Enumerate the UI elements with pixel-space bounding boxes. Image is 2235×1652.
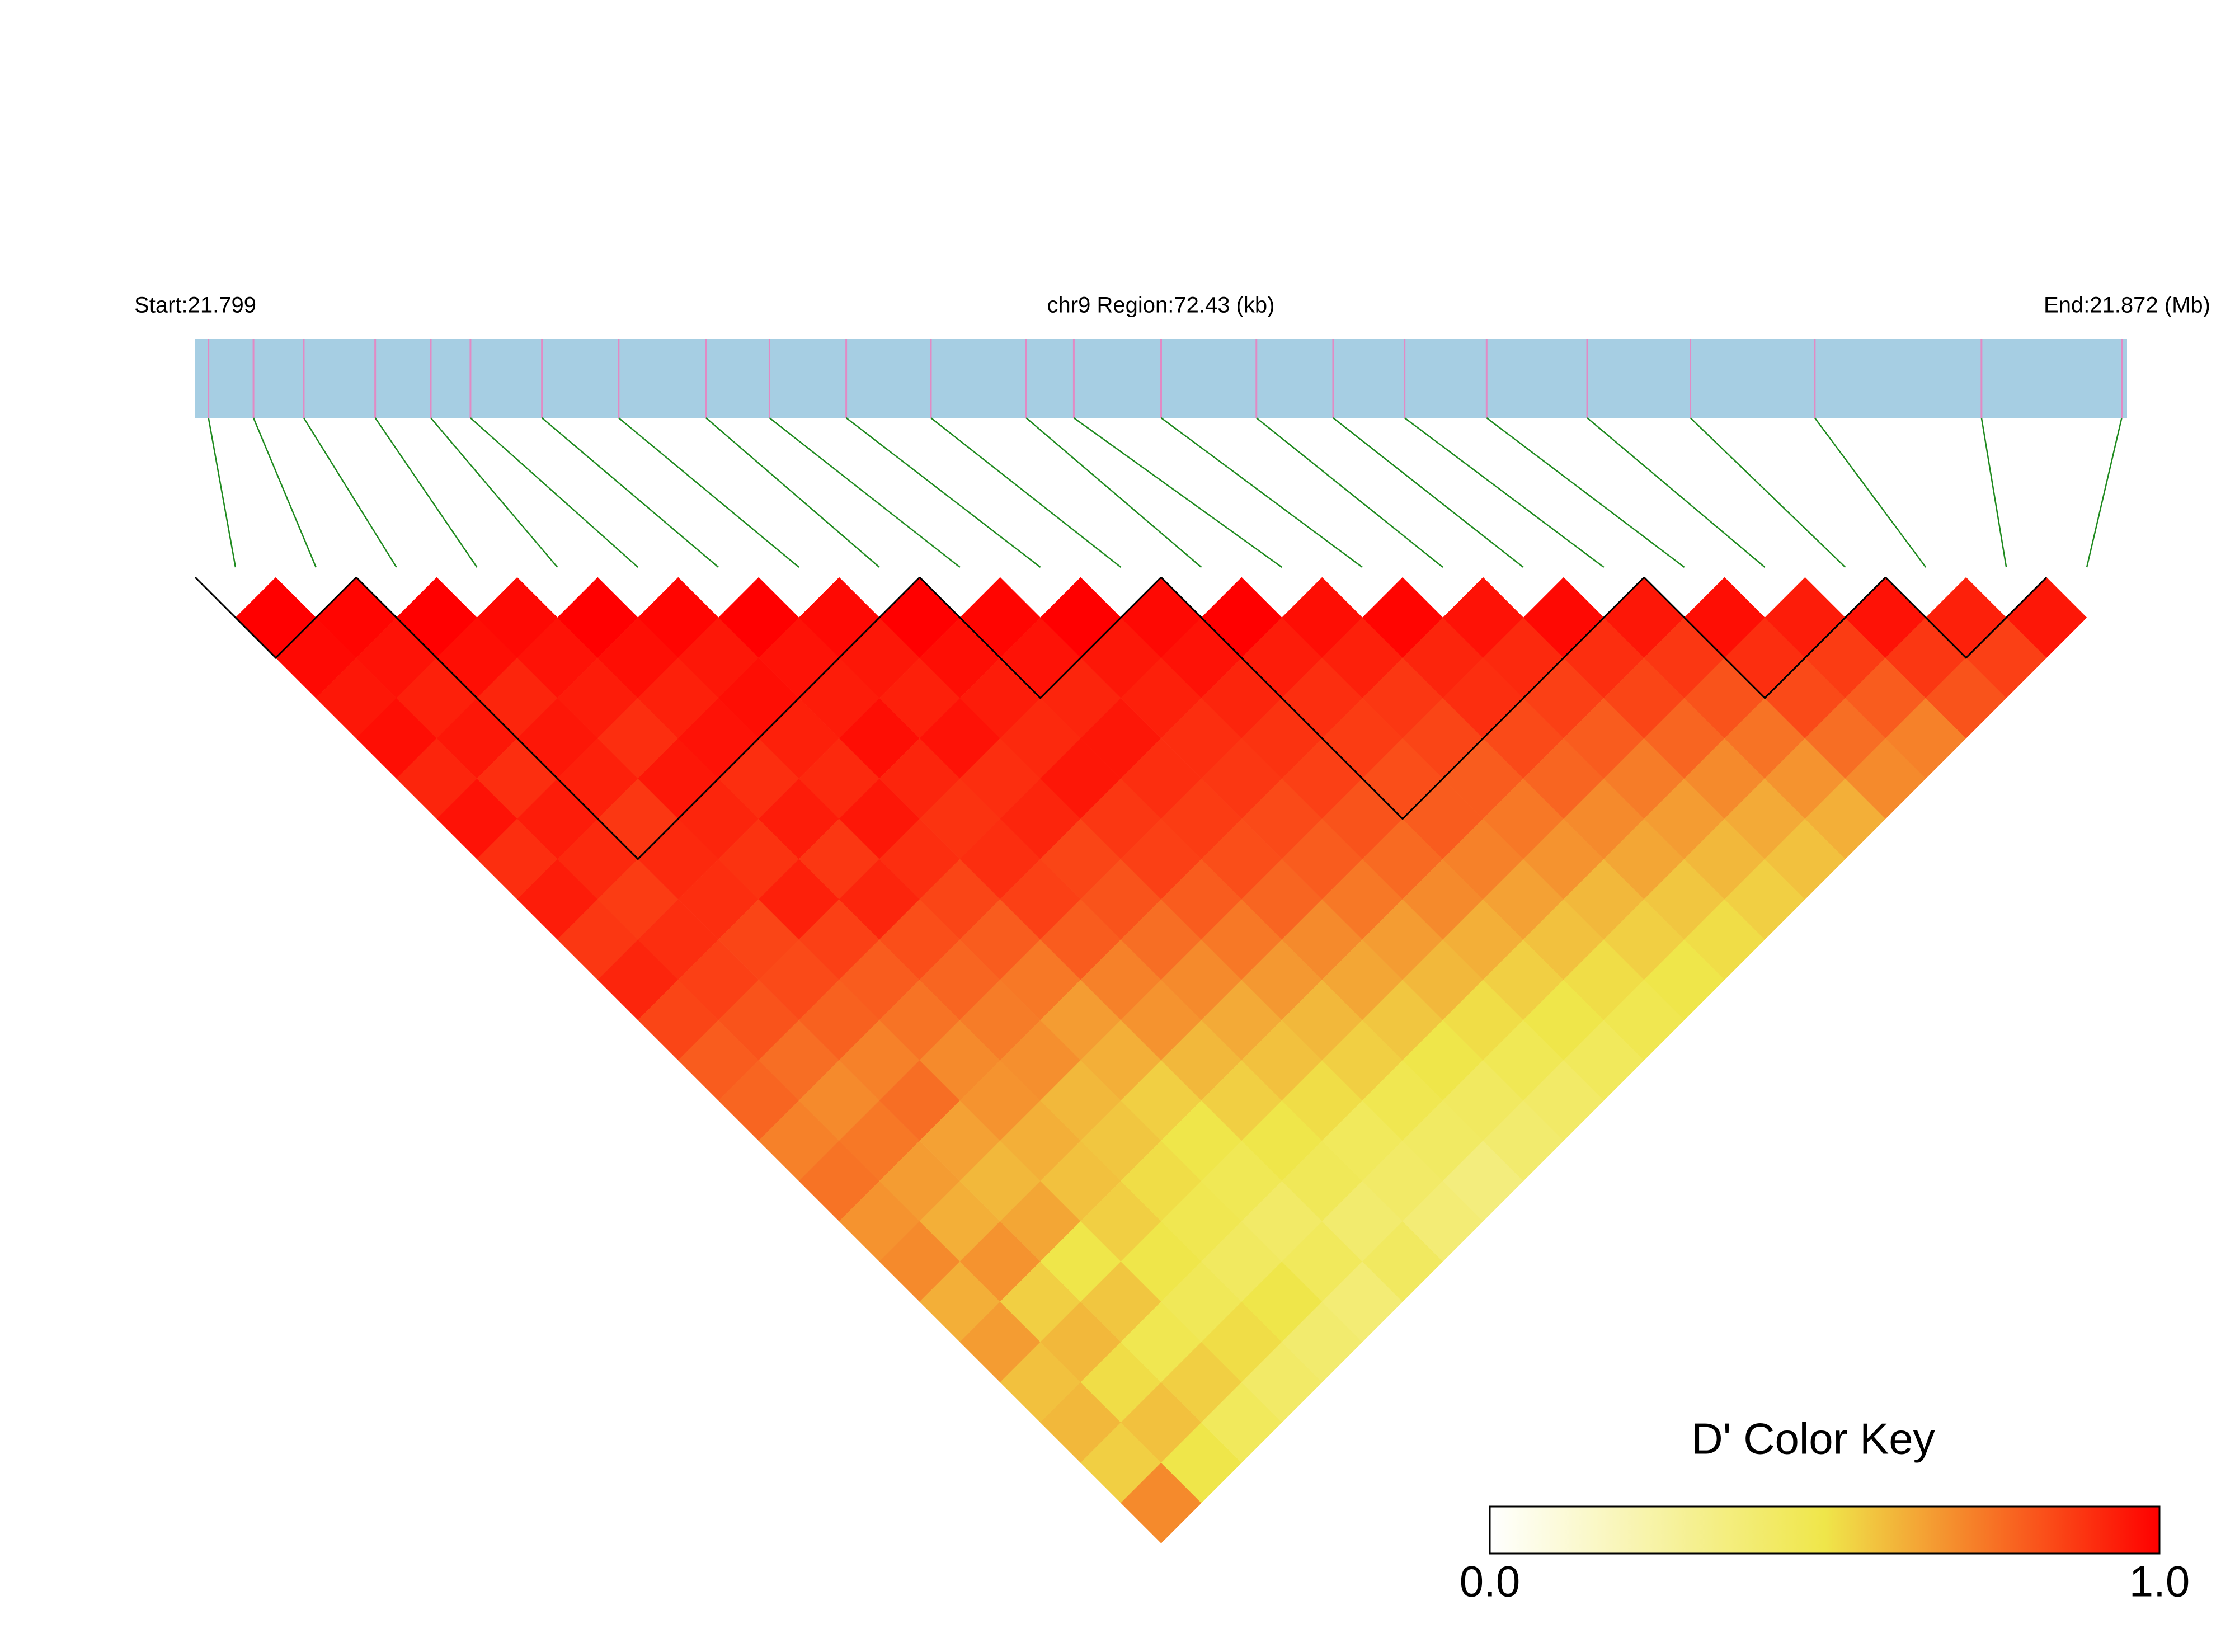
- snp-link: [430, 417, 558, 568]
- snp-tick: [1563, 569, 1644, 578]
- snp-tick: [1805, 569, 1886, 578]
- snp-link: [1814, 417, 1927, 568]
- ld-block: [1885, 576, 2048, 659]
- snp-tick: [759, 569, 840, 578]
- snp-link: [705, 417, 880, 568]
- snp-link: [618, 417, 799, 568]
- snp-link: [1073, 417, 1283, 568]
- snp-tick: [1885, 569, 1966, 578]
- snp-link: [2086, 417, 2123, 568]
- snp-tick: [597, 569, 679, 578]
- ld-block: [919, 576, 1162, 699]
- snp-tick: [1966, 569, 2047, 578]
- snp-link: [541, 417, 719, 568]
- snp-link: [1404, 417, 1605, 568]
- snp-tick: [678, 569, 759, 578]
- snp-link: [1160, 417, 1363, 568]
- snp-tick: [839, 569, 920, 578]
- snp-tick: [275, 569, 356, 578]
- chart-title: chr9 Region:72.43 (kb): [1047, 293, 1275, 318]
- snp-link: [1587, 417, 1766, 568]
- snp-link: [1025, 417, 1202, 568]
- snp-link: [1256, 417, 1443, 568]
- snp-tick: [517, 569, 598, 578]
- colorbar-tick-label: 0.0: [1460, 1557, 1520, 1606]
- ld-block: [355, 576, 920, 860]
- snp-link: [303, 417, 397, 568]
- snp-tick: [1724, 569, 1805, 578]
- colorbar-tick-label: 1.0: [2129, 1557, 2190, 1606]
- snp-tick: [1161, 569, 1242, 578]
- snp-link: [1690, 417, 1846, 568]
- snp-link: [1486, 417, 1685, 568]
- snp-link: [1333, 417, 1524, 568]
- ld-block: [1643, 576, 1886, 699]
- snp-link: [374, 417, 478, 568]
- snp-link: [845, 417, 1041, 568]
- snp-tick: [1403, 569, 1484, 578]
- snp-link: [208, 417, 237, 568]
- ld-block: [194, 576, 357, 659]
- snp-tick: [195, 569, 276, 578]
- snp-link: [1980, 417, 2007, 568]
- colorbar-title: D' Color Key: [1691, 1414, 1935, 1463]
- snp-tick: [1644, 569, 1725, 578]
- start-label: Start:21.799: [134, 293, 256, 318]
- ld-heatmap: [235, 577, 2087, 1543]
- snp-tick: [1080, 569, 1161, 578]
- end-label: End:21.872 (Mb): [2044, 293, 2210, 318]
- snp-link: [470, 417, 639, 568]
- snp-link: [769, 417, 961, 568]
- snp-tick: [919, 569, 1000, 578]
- snp-tick: [1241, 569, 1323, 578]
- snp-tick: [2046, 569, 2128, 578]
- snp-tick: [1322, 569, 1403, 578]
- snp-tick: [1000, 569, 1081, 578]
- snp-tick: [436, 569, 517, 578]
- snp-tick: [1483, 569, 1564, 578]
- colorbar: [1489, 1505, 2161, 1555]
- ld-block: [1160, 576, 1645, 820]
- snp-link: [930, 417, 1122, 568]
- snp-link: [252, 417, 317, 568]
- snp-tick: [356, 569, 437, 578]
